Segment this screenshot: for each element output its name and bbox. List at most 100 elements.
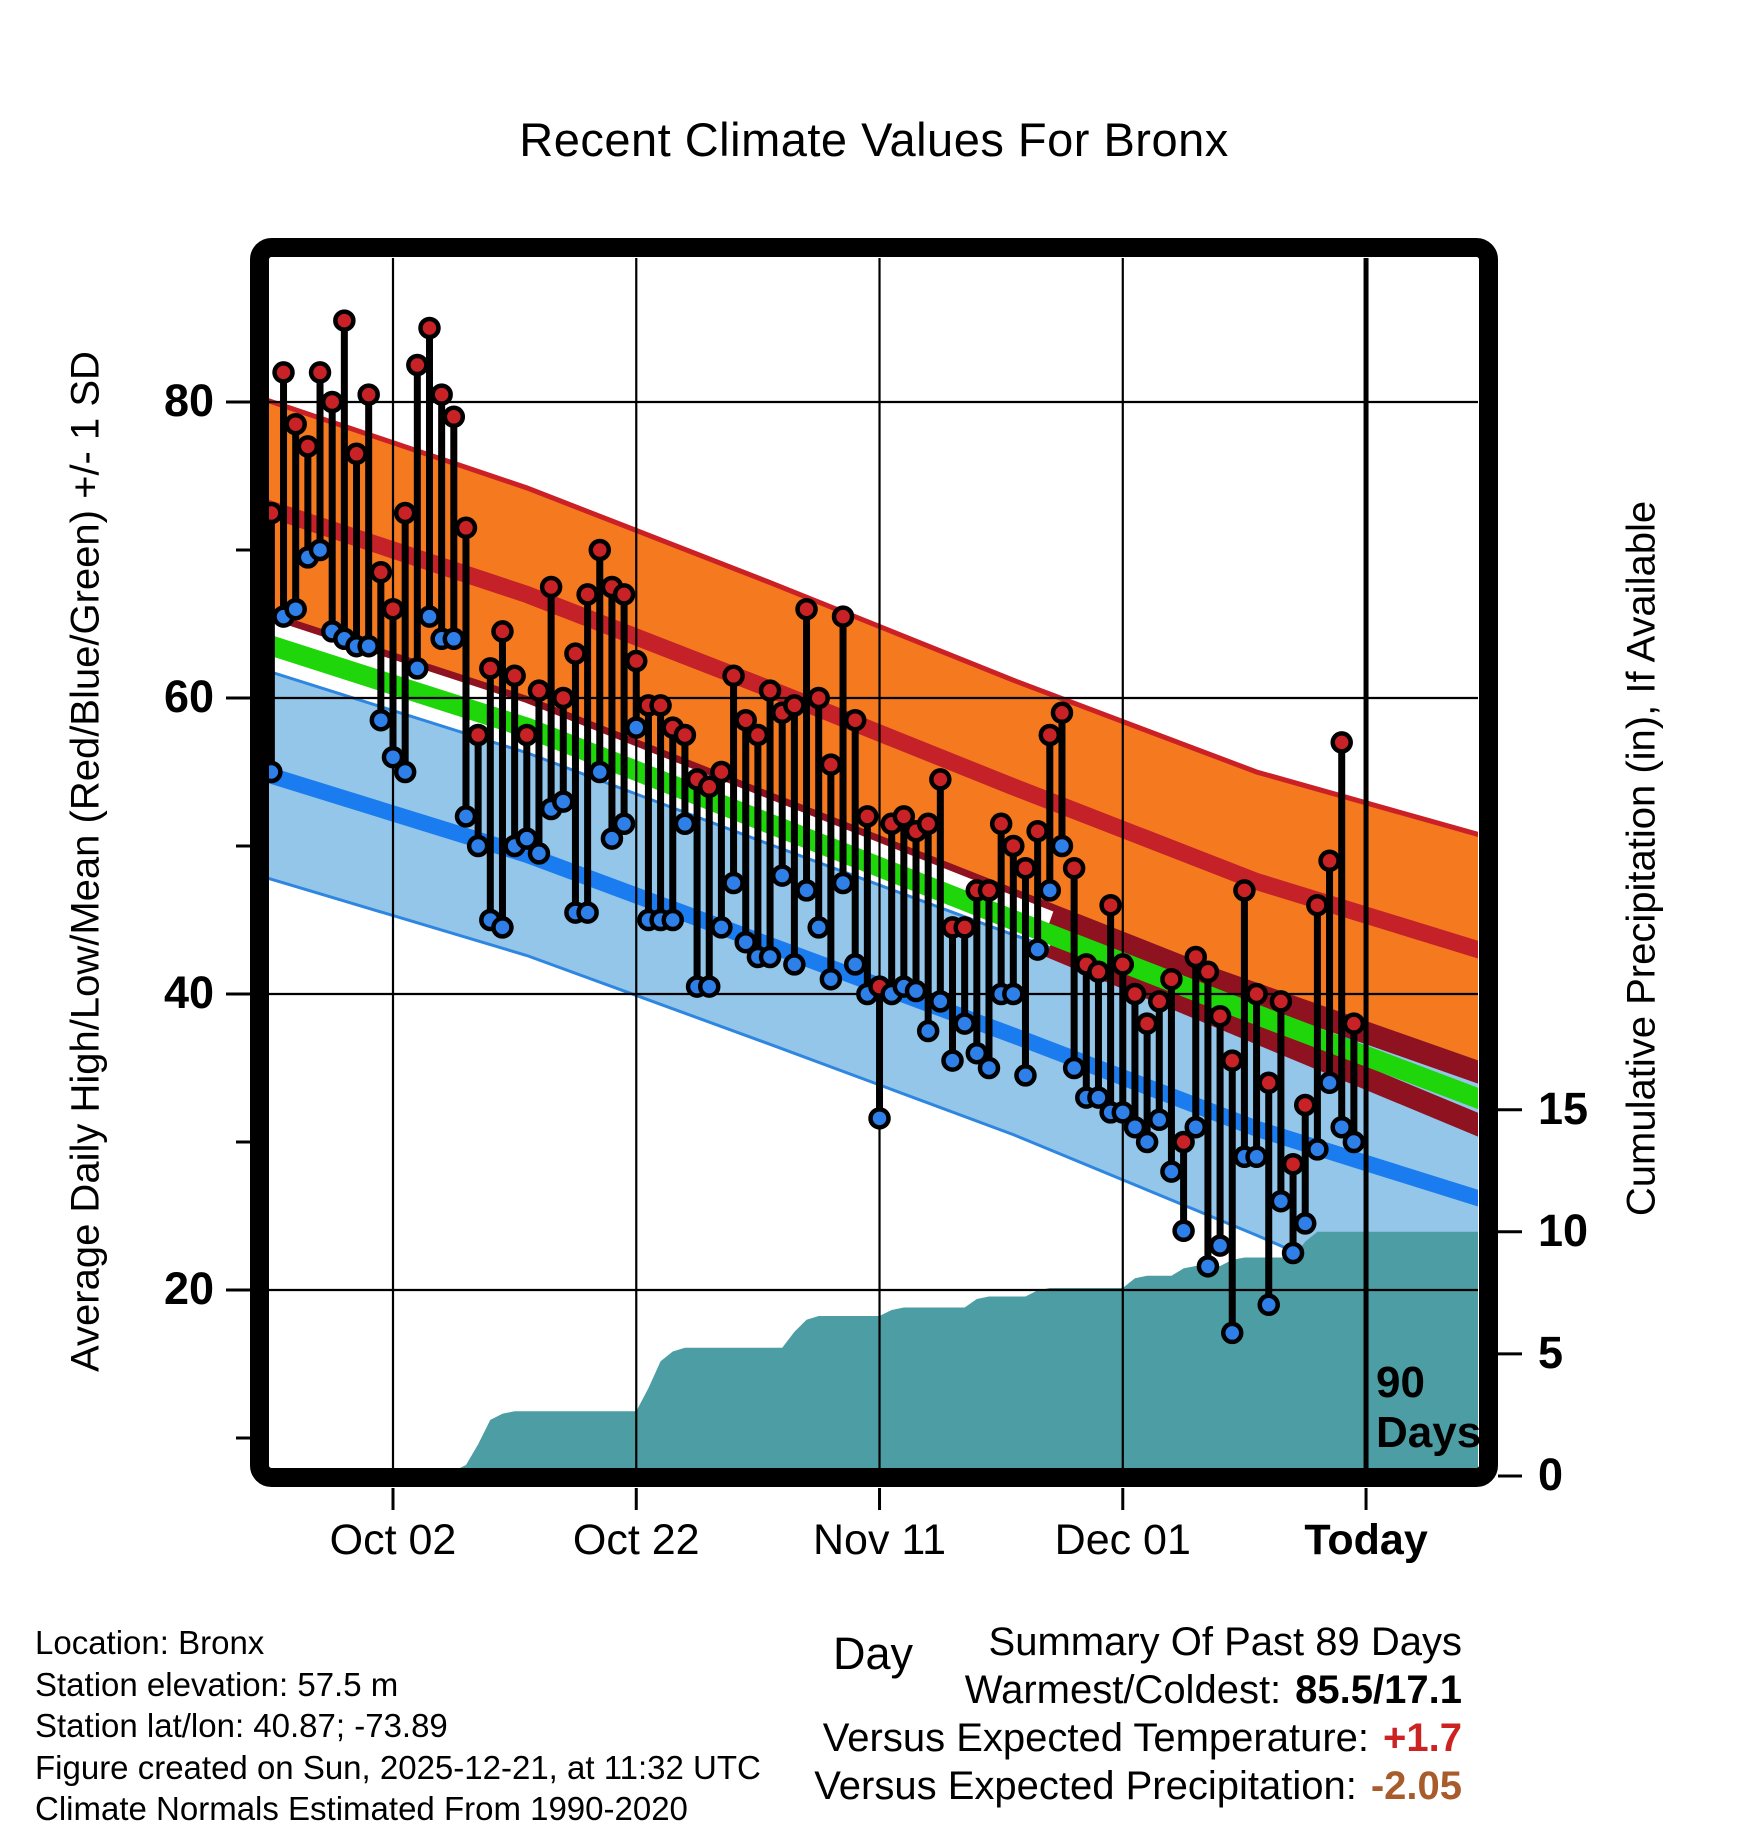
high-dot xyxy=(1306,893,1329,917)
low-dot xyxy=(758,945,782,969)
high-dot xyxy=(381,597,405,621)
high-dot xyxy=(1281,1152,1305,1176)
high-dot xyxy=(819,753,843,776)
low-dot xyxy=(770,864,794,887)
high-dot xyxy=(491,620,514,643)
high-dot xyxy=(466,723,490,747)
high-dot xyxy=(795,597,818,621)
low-dot xyxy=(576,901,599,924)
high-dot xyxy=(576,583,599,606)
y-right-tick-label: 15 xyxy=(1538,1082,1589,1134)
station-latlon: Station lat/lon: 40.87; -73.89 xyxy=(35,1707,448,1744)
high-dot xyxy=(308,361,332,384)
summary-value: 85.5/17.1 xyxy=(1295,1668,1462,1712)
low-dot xyxy=(1306,1138,1329,1161)
low-dot xyxy=(843,953,867,976)
summary-heading: Summary Of Past 89 Days xyxy=(988,1620,1462,1664)
high-dot xyxy=(710,760,733,784)
low-dot xyxy=(1208,1234,1232,1257)
y-left-tick-label: 80 xyxy=(163,375,214,426)
high-dot xyxy=(442,405,466,429)
low-dot xyxy=(1050,834,1074,858)
ninety-days-line1: 90 xyxy=(1376,1358,1425,1407)
low-dot xyxy=(1293,1212,1317,1235)
low-dot xyxy=(308,538,332,562)
y-right-tick-label: 10 xyxy=(1538,1204,1589,1256)
x-tick-label-oct-22: Oct 22 xyxy=(572,1516,700,1564)
x-tick-label-today: Today xyxy=(1304,1516,1428,1564)
high-dot xyxy=(1233,879,1256,902)
high-dot xyxy=(527,679,551,702)
high-dot xyxy=(552,686,575,710)
y-left-tick-label: 20 xyxy=(163,1263,214,1314)
climate-normals: Climate Normals Estimated From 1990-2020 xyxy=(35,1790,688,1827)
high-dot xyxy=(1208,1004,1232,1028)
low-dot xyxy=(1014,1064,1037,1087)
high-dot xyxy=(406,353,429,377)
high-dot xyxy=(612,583,636,606)
low-dot xyxy=(1002,982,1025,1006)
ninety-days-line2: Days xyxy=(1376,1408,1482,1457)
low-dot xyxy=(831,871,855,895)
low-dot xyxy=(807,916,830,939)
low-dot xyxy=(661,908,684,932)
high-dot xyxy=(892,805,916,828)
high-dot xyxy=(1342,1012,1366,1035)
high-dot xyxy=(1148,990,1171,1013)
high-dot xyxy=(1160,967,1183,991)
high-dot xyxy=(673,723,697,747)
precip-area xyxy=(460,1231,1478,1468)
high-dot xyxy=(1184,945,1208,969)
low-dot xyxy=(673,812,697,836)
high-dot xyxy=(856,805,879,828)
summary-value: +1.7 xyxy=(1383,1716,1462,1760)
low-dot xyxy=(941,1049,964,1072)
high-dot xyxy=(977,879,1001,902)
high-dot xyxy=(843,708,867,732)
high-dot xyxy=(1123,982,1147,1006)
daily-stems xyxy=(269,309,1366,1345)
low-dot xyxy=(1026,938,1049,961)
low-dot xyxy=(552,790,575,813)
high-dot xyxy=(1014,856,1037,880)
high-dot xyxy=(807,686,830,710)
high-dot xyxy=(454,516,478,540)
low-dot xyxy=(710,916,733,939)
high-dot xyxy=(564,642,587,665)
low-dot xyxy=(1257,1293,1280,1317)
high-dot xyxy=(929,768,952,791)
low-dot xyxy=(783,953,806,976)
high-dot xyxy=(539,575,563,599)
high-dot xyxy=(1257,1071,1280,1095)
low-dot xyxy=(491,916,514,939)
high-dot xyxy=(1111,953,1135,976)
low-dot xyxy=(284,597,307,621)
low-dot xyxy=(612,812,636,836)
low-dot xyxy=(916,1019,940,1043)
low-dot xyxy=(1148,1108,1171,1132)
low-dot xyxy=(588,760,612,784)
low-dot xyxy=(393,760,417,784)
high-dot xyxy=(1196,960,1220,984)
low-dot xyxy=(868,1107,891,1130)
high-dot xyxy=(722,664,745,688)
high-dot xyxy=(296,435,320,458)
low-dot xyxy=(357,634,380,658)
high-dot xyxy=(1002,834,1025,858)
low-dot xyxy=(454,805,478,828)
high-plus-sd-line xyxy=(269,398,1478,837)
axis-ticks xyxy=(226,400,1522,1510)
high-dot xyxy=(1318,849,1341,873)
high-dot xyxy=(1269,990,1293,1013)
high-dot xyxy=(1135,1012,1159,1035)
x-tick-label-dec-01: Dec 01 xyxy=(1054,1516,1191,1564)
summary-block: Summary Of Past 89 Days Warmest/Coldest:… xyxy=(762,1618,1462,1810)
low-dot xyxy=(1318,1071,1341,1095)
x-tick-label-oct-02: Oct 02 xyxy=(329,1516,457,1564)
high-dot xyxy=(333,309,356,332)
high-dot xyxy=(284,412,307,436)
high-dot xyxy=(1062,856,1086,880)
high-dot xyxy=(1293,1093,1317,1117)
high-dot xyxy=(479,657,502,680)
